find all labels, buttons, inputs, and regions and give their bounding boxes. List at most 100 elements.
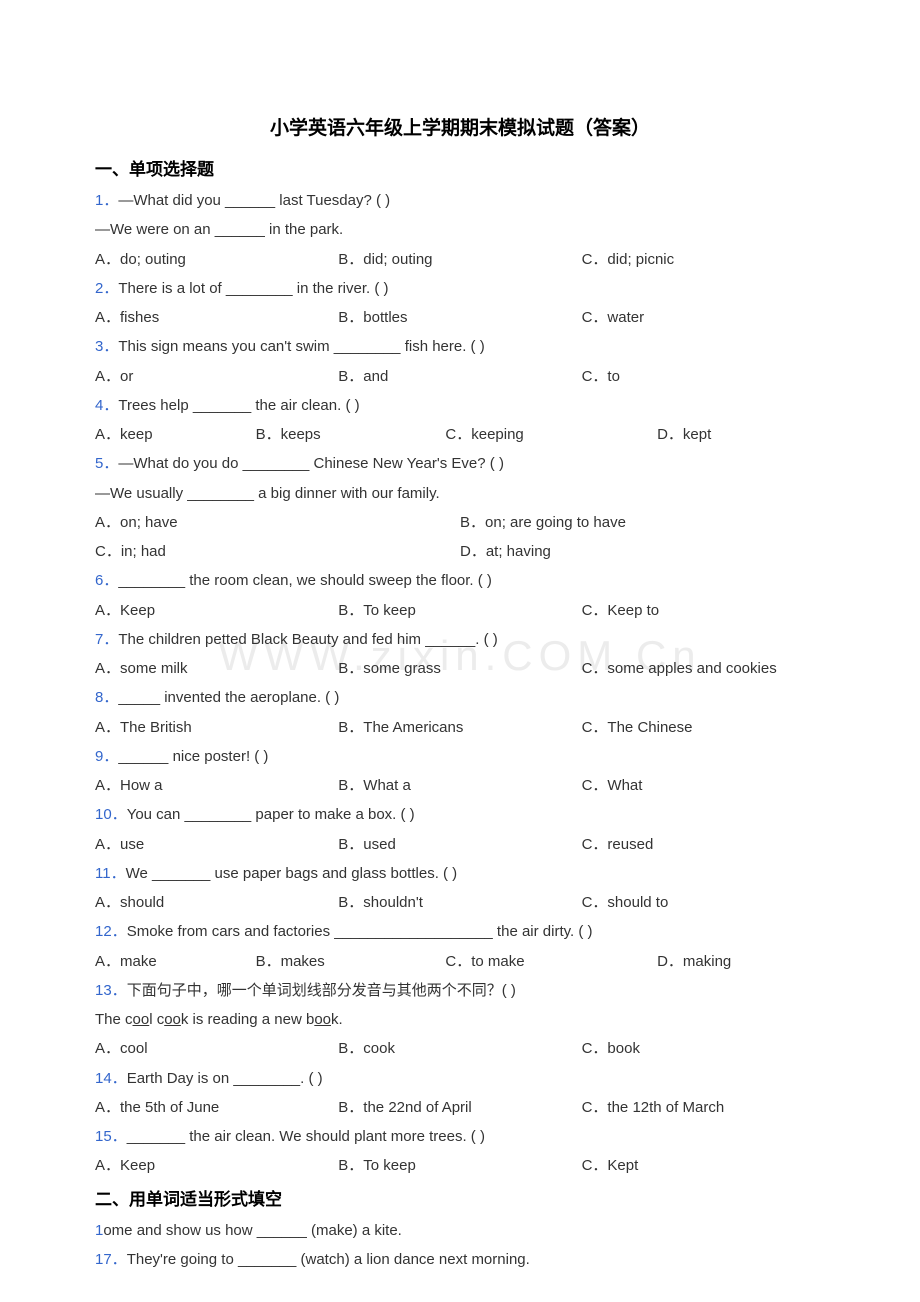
question-stem: ________ the room clean, we should sweep…: [118, 572, 492, 589]
text-mid1: l c: [149, 1011, 164, 1028]
option-b: B．makes: [256, 947, 446, 976]
question-number: 4．: [95, 397, 118, 414]
option-b: B．The Americans: [338, 713, 581, 742]
question-stem: The children petted Black Beauty and fed…: [118, 631, 497, 648]
question-stem: _____ invented the aeroplane. ( ): [118, 689, 339, 706]
option-c: C．the 12th of March: [582, 1093, 825, 1122]
question-4-options: A．keep B．keeps C．keeping D．kept: [95, 420, 825, 449]
question-17: 17．They're going to _______ (watch) a li…: [95, 1245, 825, 1274]
question-12-options: A．make B．makes C．to make D．making: [95, 947, 825, 976]
option-a: A．Keep: [95, 596, 338, 625]
question-number: 2．: [95, 280, 118, 297]
question-stem: —What do you do ________ Chinese New Yea…: [118, 455, 504, 472]
option-c: C．The Chinese: [582, 713, 825, 742]
question-4: 4．Trees help _______ the air clean. ( ): [95, 391, 825, 420]
question-stem: ______ nice poster! ( ): [118, 748, 268, 765]
option-b: B．and: [338, 362, 581, 391]
option-a: A．fishes: [95, 303, 338, 332]
question-5-options-row2: C．in; had D．at; having: [95, 537, 825, 566]
question-1-line2: —We were on an ______ in the park.: [95, 215, 825, 244]
option-d: D．at; having: [460, 537, 825, 566]
question-number: 9．: [95, 748, 118, 765]
option-a: A．make: [95, 947, 256, 976]
option-a: A．do; outing: [95, 245, 338, 274]
option-b: B．cook: [338, 1034, 581, 1063]
question-number: 11．: [95, 865, 126, 882]
option-c: C．to make: [445, 947, 657, 976]
question-8-options: A．The British B．The Americans C．The Chin…: [95, 713, 825, 742]
option-b: B．the 22nd of April: [338, 1093, 581, 1122]
option-c: C．reused: [582, 830, 825, 859]
question-number: 10．: [95, 806, 127, 823]
question-5-line2: —We usually ________ a big dinner with o…: [95, 479, 825, 508]
question-15-options: A．Keep B．To keep C．Kept: [95, 1151, 825, 1180]
question-number: 13．: [95, 982, 127, 999]
question-11-options: A．should B．shouldn't C．should to: [95, 888, 825, 917]
option-c: C．book: [582, 1034, 825, 1063]
option-c: C．What: [582, 771, 825, 800]
question-stem: They're going to _______ (watch) a lion …: [127, 1251, 530, 1268]
option-c: C．water: [582, 303, 825, 332]
question-14-options: A．the 5th of June B．the 22nd of April C．…: [95, 1093, 825, 1122]
question-number: 7．: [95, 631, 118, 648]
option-a: A．How a: [95, 771, 338, 800]
question-stem: There is a lot of ________ in the river.…: [118, 280, 388, 297]
option-b: B．To keep: [338, 1151, 581, 1180]
option-a: A．Keep: [95, 1151, 338, 1180]
question-stem: _______ the air clean. We should plant m…: [127, 1128, 485, 1145]
question-16: 1ome and show us how ______ (make) a kit…: [95, 1216, 825, 1245]
underline-1: oo: [133, 1011, 150, 1028]
question-6-options: A．Keep B．To keep C．Keep to: [95, 596, 825, 625]
option-b: B．shouldn't: [338, 888, 581, 917]
option-c: C．some apples and cookies: [582, 654, 825, 683]
page-title: 小学英语六年级上学期期末模拟试题（答案）: [95, 110, 825, 147]
question-7-options: A．some milk B．some grass C．some apples a…: [95, 654, 825, 683]
section-1-heading: 一、单项选择题: [95, 153, 825, 186]
question-14: 14．Earth Day is on ________. ( ): [95, 1064, 825, 1093]
question-9-options: A．How a B．What a C．What: [95, 771, 825, 800]
question-stem: ome and show us how ______ (make) a kite…: [103, 1222, 402, 1239]
document-content: 小学英语六年级上学期期末模拟试题（答案） 一、单项选择题 1．—What did…: [95, 110, 825, 1274]
option-c: C．keeping: [445, 420, 657, 449]
question-stem: This sign means you can't swim ________ …: [118, 338, 484, 355]
question-number: 12．: [95, 923, 127, 940]
option-a: A．keep: [95, 420, 256, 449]
option-d: D．kept: [657, 420, 825, 449]
question-6: 6．________ the room clean, we should swe…: [95, 566, 825, 595]
question-10-options: A．use B．used C．reused: [95, 830, 825, 859]
text-pre: The c: [95, 1011, 133, 1028]
question-number: 6．: [95, 572, 118, 589]
question-stem: You can ________ paper to make a box. ( …: [127, 806, 415, 823]
question-1: 1．—What did you ______ last Tuesday? ( ): [95, 186, 825, 215]
question-3-options: A．or B．and C．to: [95, 362, 825, 391]
question-stem: Smoke from cars and factories __________…: [127, 923, 593, 940]
option-a: A．on; have: [95, 508, 460, 537]
question-9: 9．______ nice poster! ( ): [95, 742, 825, 771]
option-a: A．The British: [95, 713, 338, 742]
option-b: B．keeps: [256, 420, 446, 449]
option-c: C．Kept: [582, 1151, 825, 1180]
option-a: A．should: [95, 888, 338, 917]
option-b: B．What a: [338, 771, 581, 800]
question-13-line2: The cool cook is reading a new book.: [95, 1005, 825, 1034]
question-8: 8．_____ invented the aeroplane. ( ): [95, 683, 825, 712]
question-7: 7．The children petted Black Beauty and f…: [95, 625, 825, 654]
section-2-heading: 二、用单词适当形式填空: [95, 1183, 825, 1216]
question-5: 5．—What do you do ________ Chinese New Y…: [95, 449, 825, 478]
option-b: B．To keep: [338, 596, 581, 625]
question-number: 8．: [95, 689, 118, 706]
underline-3: oo: [314, 1011, 331, 1028]
option-b: B．some grass: [338, 654, 581, 683]
question-stem: We _______ use paper bags and glass bott…: [126, 865, 458, 882]
question-12: 12．Smoke from cars and factories _______…: [95, 917, 825, 946]
text-mid2: k is reading a new b: [181, 1011, 314, 1028]
option-a: A．the 5th of June: [95, 1093, 338, 1122]
question-1-options: A．do; outing B．did; outing C．did; picnic: [95, 245, 825, 274]
question-5-options-row1: A．on; have B．on; are going to have: [95, 508, 825, 537]
question-13-options: A．cool B．cook C．book: [95, 1034, 825, 1063]
question-number: 15．: [95, 1128, 127, 1145]
question-15: 15．_______ the air clean. We should plan…: [95, 1122, 825, 1151]
question-number: 5．: [95, 455, 118, 472]
option-b: B．bottles: [338, 303, 581, 332]
option-c: C．in; had: [95, 537, 460, 566]
